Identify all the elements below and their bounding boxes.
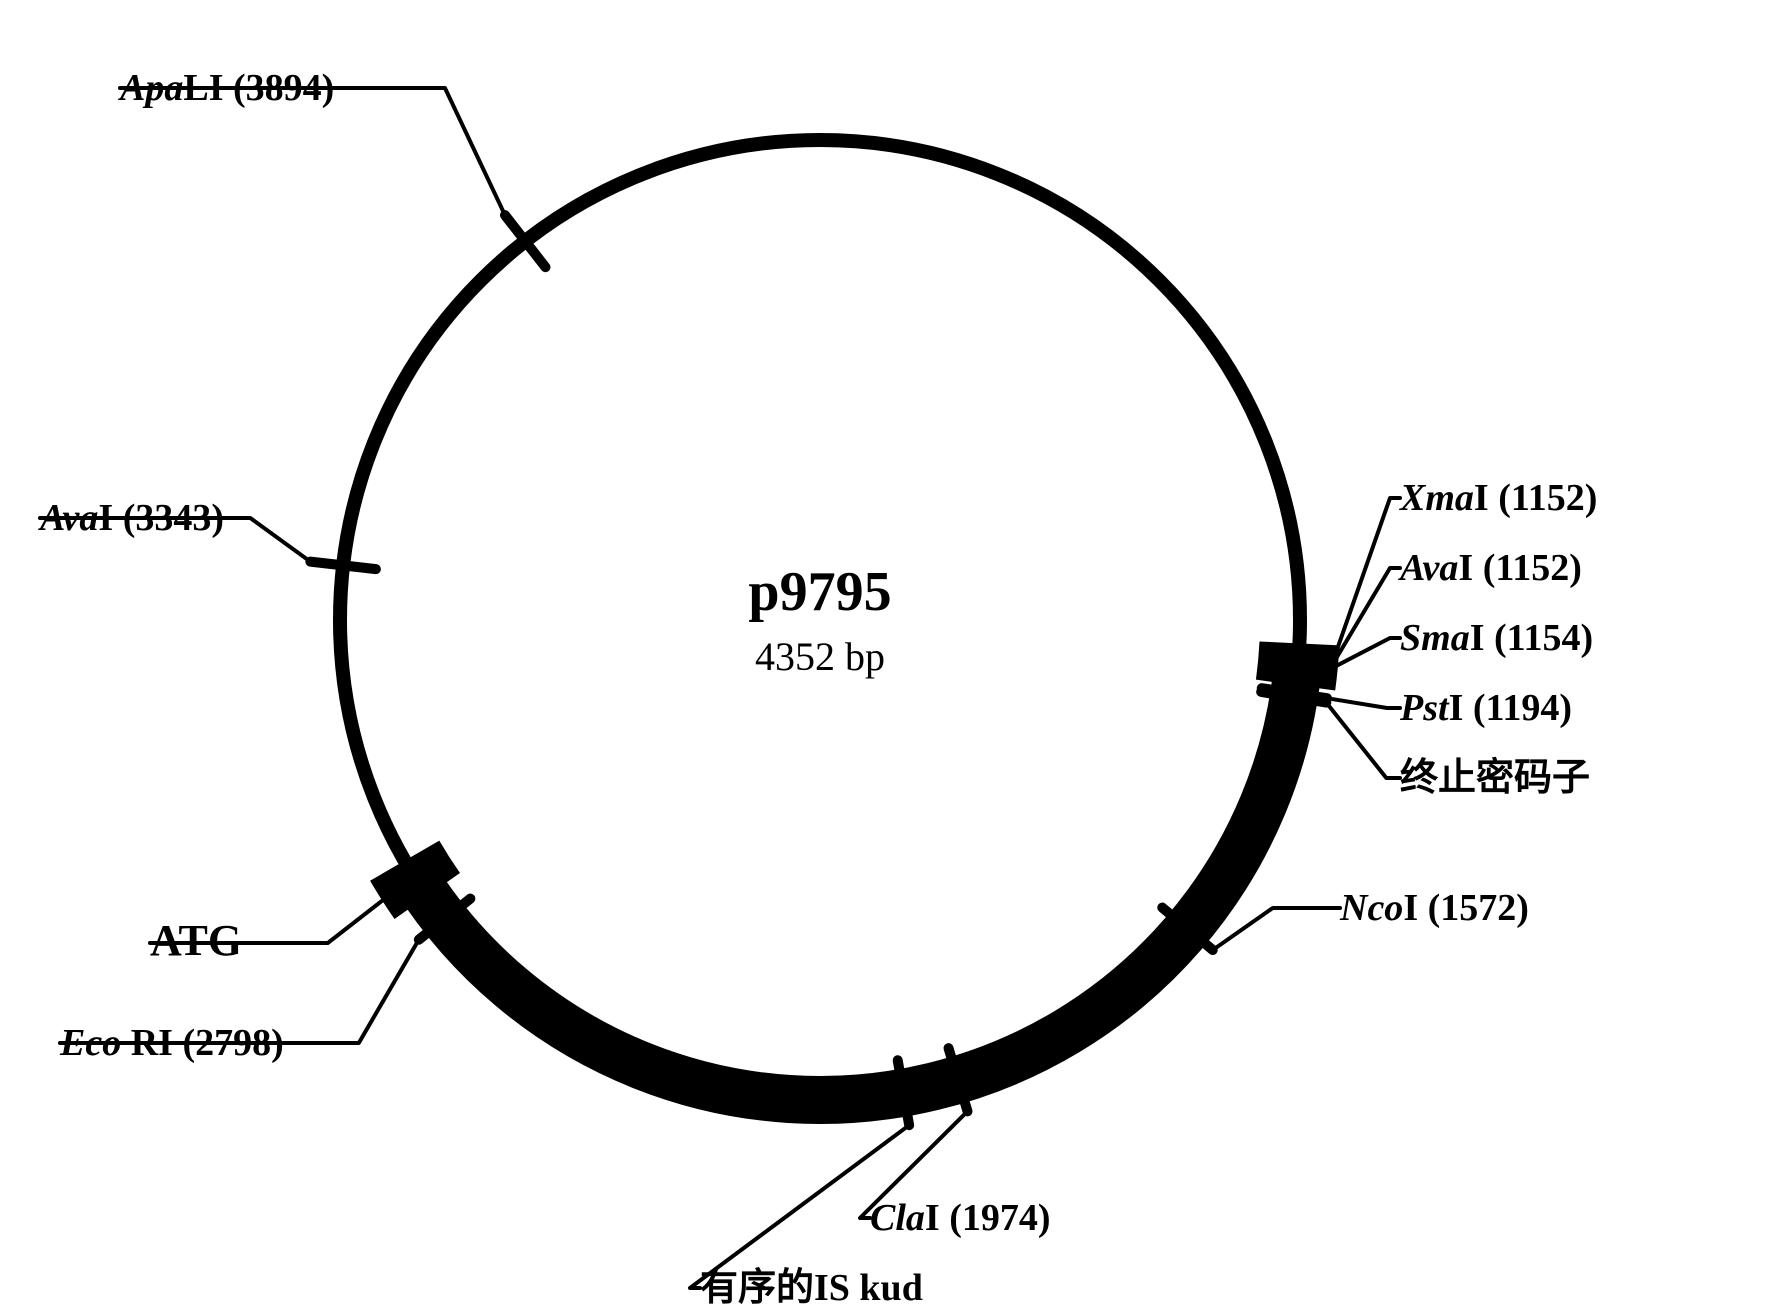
label-avai-1152: AvaI (1152) <box>1398 547 1582 589</box>
leader-ncoi-1572 <box>1213 908 1340 950</box>
thick-arc-segment <box>416 664 1298 1100</box>
label-smai-1154: SmaI (1154) <box>1400 617 1593 659</box>
plasmid-name: p9795 <box>748 561 891 623</box>
leader-psti-1194 <box>1327 698 1400 708</box>
label-is-kud: 有序的IS kud <box>700 1267 923 1309</box>
label-psti-1194: PstI (1194) <box>1399 687 1572 729</box>
plasmid-size: 4352 bp <box>755 634 885 679</box>
tick-xmai-1152 <box>1265 661 1331 667</box>
label-ncoi-1572: NcoI (1572) <box>1339 887 1529 929</box>
label-xmai-1152: XmaI (1152) <box>1399 477 1597 519</box>
leader-xmai-1152 <box>1331 498 1400 667</box>
label-ecori-2798: Eco RI (2798) <box>59 1022 284 1064</box>
plasmid-map: p9795 4352 bp ApaLI (3894) AvaI (3343) ATG Ec… <box>0 0 1786 1313</box>
label-avai-3343: AvaI (3343) <box>38 497 224 539</box>
label-clai-1974: ClaI (1974) <box>870 1197 1051 1239</box>
tick-avai-3343 <box>310 562 376 570</box>
label-stop-codon: 终止密码子 <box>1400 757 1590 799</box>
leader-stop-codon <box>1326 703 1400 778</box>
label-apali-3894: ApaLI (3894) <box>118 67 334 109</box>
label-atg: ATG <box>150 916 242 965</box>
